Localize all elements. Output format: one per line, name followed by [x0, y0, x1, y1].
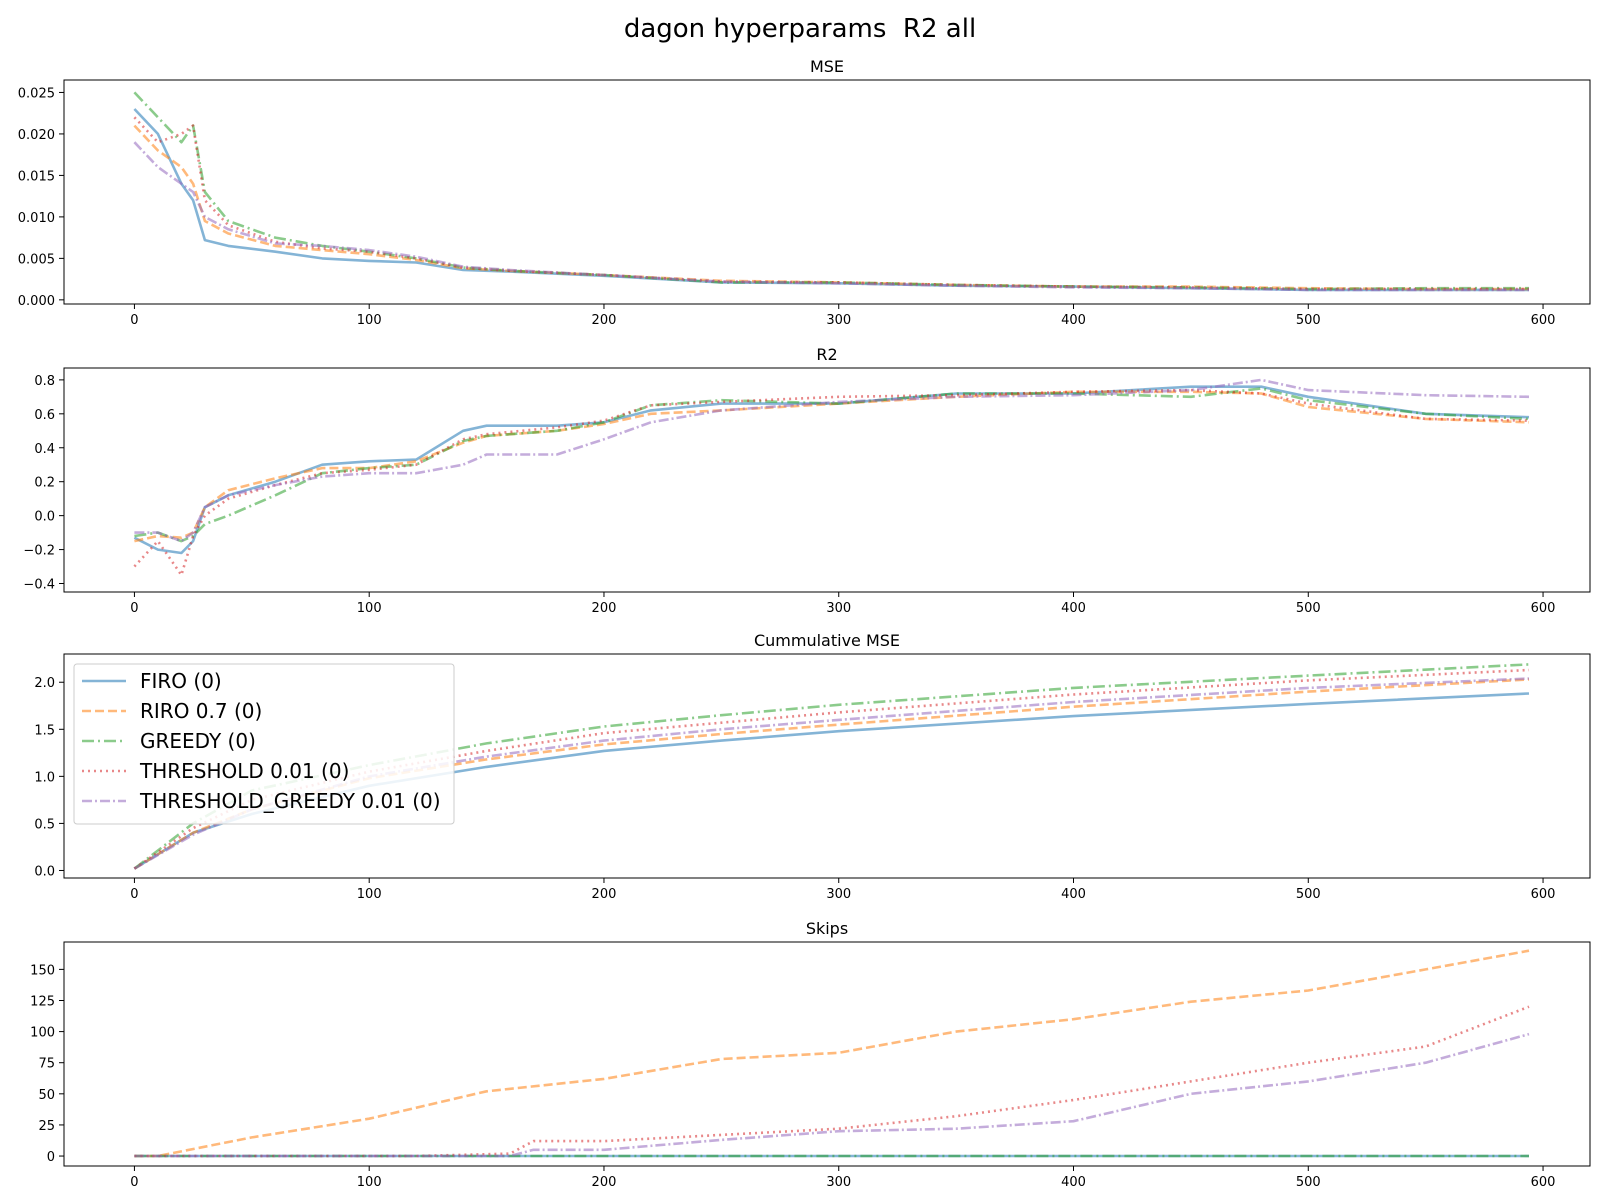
series-line-riro-0-7-0 [134, 390, 1530, 543]
series-line-threshold-greedy-0-01-0 [134, 1032, 1530, 1158]
x-tick-label: 100 [357, 1175, 382, 1190]
x-tick-label: 300 [826, 601, 851, 616]
x-tick-label: 500 [1296, 887, 1321, 902]
y-tick-label: 0.8 [34, 374, 55, 389]
y-tick-label: 0.010 [18, 211, 55, 226]
subplot-title: R2 [816, 345, 837, 364]
y-tick-label: 2.0 [34, 676, 55, 691]
y-tick-label: 0.0 [34, 510, 55, 525]
y-tick-label: 0.2 [34, 476, 55, 491]
legend-label: RIRO 0.7 (0) [140, 699, 262, 723]
y-tick-label: −0.4 [23, 578, 55, 593]
subplot-title: Skips [806, 919, 848, 938]
x-tick-label: 300 [826, 313, 851, 328]
y-tick-label: 0.020 [18, 128, 55, 143]
y-tick-label: 150 [30, 963, 55, 978]
x-tick-label: 600 [1531, 1175, 1556, 1190]
x-tick-label: 300 [826, 887, 851, 902]
series-line-threshold-greedy-0-01-0 [133, 141, 1529, 292]
y-tick-label: 0.015 [18, 169, 55, 184]
subplot-skips: Skips 0 100 200 300 400 500 600 0 25 50 75 100 125 150 [30, 919, 1591, 1190]
x-tick-label: 100 [357, 313, 382, 328]
y-tick-label: 0.025 [18, 86, 55, 101]
series-line-greedy-0 [134, 387, 1530, 543]
y-tick-label: 1.0 [34, 770, 55, 785]
series-line-riro-0-7-0 [133, 124, 1529, 291]
x-tick-label: 400 [1061, 313, 1086, 328]
x-tick-label: 600 [1531, 313, 1556, 328]
y-tick-label: 0.000 [18, 294, 55, 309]
series-line-threshold-greedy-0-01-0 [134, 378, 1530, 543]
legend-label: FIRO (0) [140, 669, 222, 693]
y-tick-label: 25 [38, 1119, 55, 1134]
y-tick-label: 0.6 [34, 408, 55, 423]
series-line-threshold-0-01-0 [134, 1005, 1530, 1158]
y-tick-label: 0 [47, 1150, 55, 1165]
y-tick-label: 0.0 [34, 864, 55, 879]
y-tick-label: 50 [38, 1088, 55, 1103]
y-tick-label: 1.5 [34, 723, 55, 738]
subplot-title: Cummulative MSE [754, 631, 900, 650]
axes-frame [63, 367, 1591, 593]
x-tick-label: 200 [592, 601, 617, 616]
x-tick-label: 200 [592, 313, 617, 328]
subplot-cummulative-mse: Cummulative MSE 0 100 200 300 400 500 600 0.0 0.5… [34, 631, 1591, 902]
axes-frame [63, 79, 1591, 305]
y-tick-label: 75 [38, 1057, 55, 1072]
x-tick-label: 0 [130, 601, 138, 616]
x-tick-label: 500 [1296, 601, 1321, 616]
axes-frame [63, 941, 1591, 1167]
legend: FIRO (0) RIRO 0.7 (0) GREEDY (0) THRESHOLD … [73, 663, 455, 825]
axes-frame [63, 653, 1591, 879]
x-tick-label: 500 [1296, 1175, 1321, 1190]
subplot-mse: MSE 0 100 200 300 400 500 600 0.000 0.005 0.010 0.0… [18, 57, 1591, 328]
series-line-riro-0-7-0 [134, 949, 1530, 1158]
x-tick-label: 400 [1061, 601, 1086, 616]
x-tick-label: 500 [1296, 313, 1321, 328]
series-line-threshold-0-01-0 [133, 116, 1529, 291]
legend-label: THRESHOLD 0.01 (0) [139, 759, 349, 783]
x-tick-label: 0 [130, 313, 138, 328]
x-tick-label: 200 [592, 1175, 617, 1190]
x-tick-label: 100 [357, 601, 382, 616]
y-tick-label: 0.4 [34, 442, 55, 457]
x-tick-label: 400 [1061, 1175, 1086, 1190]
y-tick-label: 0.5 [34, 817, 55, 832]
x-tick-label: 100 [357, 887, 382, 902]
legend-label: THRESHOLD_GREEDY 0.01 (0) [139, 789, 441, 813]
x-tick-label: 400 [1061, 887, 1086, 902]
x-tick-label: 0 [130, 887, 138, 902]
x-tick-label: 0 [130, 1175, 138, 1190]
x-tick-label: 300 [826, 1175, 851, 1190]
subplot-title: MSE [810, 57, 844, 76]
figure-title: dagon hyperparams R2 all [623, 14, 977, 44]
legend-box [73, 663, 455, 825]
y-tick-label: 100 [30, 1026, 55, 1041]
legend-label: GREEDY (0) [140, 729, 256, 753]
y-tick-label: 125 [30, 994, 55, 1009]
subplot-r2: R2 0 100 200 300 400 500 600 −0.4 −0.2 0.0 0.2 0.4 0.… [23, 345, 1591, 616]
x-tick-label: 600 [1531, 887, 1556, 902]
series-line-threshold-0-01-0 [133, 388, 1530, 577]
y-tick-label: 0.005 [18, 252, 55, 267]
y-tick-label: −0.2 [23, 544, 55, 559]
series-line-firo-0 [133, 108, 1529, 292]
x-tick-label: 600 [1531, 601, 1556, 616]
x-tick-label: 200 [592, 887, 617, 902]
